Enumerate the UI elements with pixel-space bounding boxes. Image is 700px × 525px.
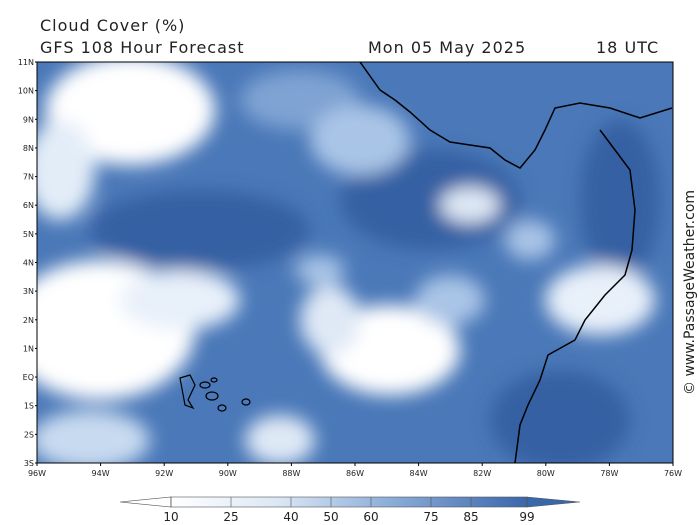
lat-label: 1N <box>23 344 34 353</box>
date: Mon 05 May 2025 <box>368 38 526 57</box>
lat-label: 10N <box>18 87 34 96</box>
time: 18 UTC <box>596 38 659 57</box>
lat-label: 7N <box>23 173 34 182</box>
lon-label: 92W <box>155 469 173 478</box>
watermark: © www.PassageWeather.com <box>682 190 698 395</box>
legend-label: 75 <box>423 510 438 524</box>
legend-label: 40 <box>283 510 298 524</box>
lat-label: 11N <box>18 58 34 67</box>
lon-label: 90W <box>219 469 237 478</box>
lat-label: 2N <box>23 316 34 325</box>
legend-label: 99 <box>519 510 534 524</box>
lat-label: 9N <box>23 115 34 124</box>
legend-label: 60 <box>363 510 378 524</box>
lat-label: 3S <box>24 459 34 468</box>
coastline <box>359 62 673 463</box>
lon-label: 76W <box>664 469 682 478</box>
islands <box>179 374 251 412</box>
legend-label: 25 <box>223 510 238 524</box>
subtitle: GFS 108 Hour Forecast <box>40 38 245 57</box>
lat-label: 2S <box>24 430 34 439</box>
lat-label: 6N <box>23 201 34 210</box>
lon-label: 86W <box>346 469 364 478</box>
lon-label: 96W <box>28 469 46 478</box>
lon-label: 94W <box>92 469 110 478</box>
lon-label: 88W <box>282 469 300 478</box>
legend-label: 85 <box>463 510 478 524</box>
legend-label: 10 <box>163 510 178 524</box>
lat-label: 4N <box>23 259 34 268</box>
colorbar <box>119 496 581 508</box>
lon-label: 80W <box>537 469 555 478</box>
lon-label: 84W <box>410 469 428 478</box>
lat-label: 1S <box>24 402 34 411</box>
lon-label: 78W <box>600 469 618 478</box>
legend-label: 50 <box>323 510 338 524</box>
lat-label: 3N <box>23 287 34 296</box>
lon-label: 82W <box>473 469 491 478</box>
lat-label: EQ <box>23 373 34 382</box>
lat-label: 5N <box>23 230 34 239</box>
map-field <box>37 62 673 463</box>
lat-label: 8N <box>23 144 34 153</box>
title: Cloud Cover (%) <box>40 16 185 35</box>
